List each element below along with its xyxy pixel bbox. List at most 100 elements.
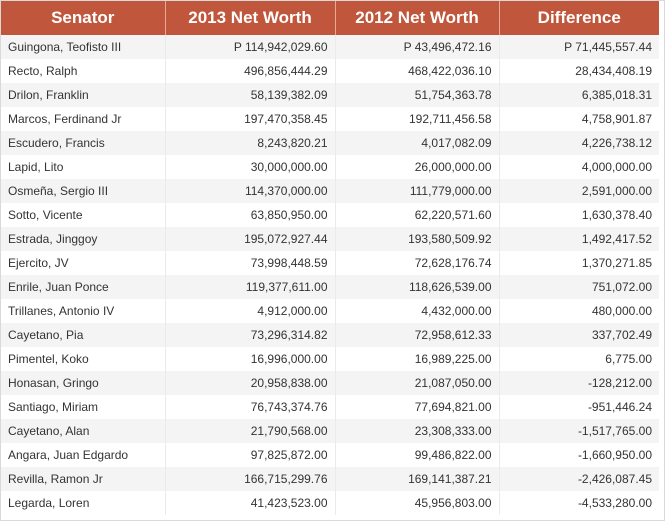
net-worth-2012-cell: 16,989,225.00 <box>335 347 500 371</box>
net-worth-2013-cell: 21,790,568.00 <box>165 419 336 443</box>
table-row: Guingona, Teofisto III P 114,942,029.60 P … <box>1 35 659 59</box>
net-worth-2012-cell: 169,141,387.21 <box>335 467 500 491</box>
table-row: Estrada, Jinggoy 195,072,927.44 193,580,50… <box>1 227 659 251</box>
difference-cell: 6,775.00 <box>499 347 659 371</box>
net-worth-2012-cell: P 43,496,472.16 <box>335 35 500 59</box>
net-worth-2013-cell: P 114,942,029.60 <box>165 35 336 59</box>
net-worth-2013-cell: 97,825,872.00 <box>165 443 336 467</box>
table-row: Recto, Ralph 496,856,444.29 468,422,036.10… <box>1 59 659 83</box>
table-row: Trillanes, Antonio IV 4,912,000.00 4,432,0… <box>1 299 659 323</box>
net-worth-2012-cell: 26,000,000.00 <box>335 155 500 179</box>
table-row: Santiago, Miriam 76,743,374.76 77,694,821.… <box>1 395 659 419</box>
difference-cell: 751,072.00 <box>499 275 659 299</box>
senator-name-cell: Revilla, Ramon Jr <box>1 467 166 491</box>
table-row: Angara, Juan Edgardo 97,825,872.00 99,486,… <box>1 443 659 467</box>
table-row: Marcos, Ferdinand Jr 197,470,358.45 192,71… <box>1 107 659 131</box>
senator-name-cell: Angara, Juan Edgardo <box>1 443 166 467</box>
net-worth-2013-cell: 197,470,358.45 <box>165 107 336 131</box>
senator-name-cell: Santiago, Miriam <box>1 395 166 419</box>
net-worth-2013-cell: 119,377,611.00 <box>165 275 336 299</box>
senator-name-cell: Cayetano, Pia <box>1 323 166 347</box>
net-worth-2012-cell: 111,779,000.00 <box>335 179 500 203</box>
table-row: Escudero, Francis 8,243,820.21 4,017,082.0… <box>1 131 659 155</box>
senator-name-cell: Legarda, Loren <box>1 491 166 515</box>
difference-cell: 1,630,378.40 <box>499 203 659 227</box>
difference-cell: -2,426,087.45 <box>499 467 659 491</box>
senator-net-worth-table: Senator 2013 Net Worth 2012 Net Worth Di… <box>1 1 659 515</box>
table-row: Cayetano, Alan 21,790,568.00 23,308,333.00… <box>1 419 659 443</box>
net-worth-2013-cell: 16,996,000.00 <box>165 347 336 371</box>
net-worth-2012-cell: 468,422,036.10 <box>335 59 500 83</box>
table-row: Revilla, Ramon Jr 166,715,299.76 169,141,3… <box>1 467 659 491</box>
net-worth-2013-cell: 76,743,374.76 <box>165 395 336 419</box>
senator-name-cell: Enrile, Juan Ponce <box>1 275 166 299</box>
difference-cell: 4,758,901.87 <box>499 107 659 131</box>
table-header: Senator 2013 Net Worth 2012 Net Worth Di… <box>1 1 659 35</box>
net-worth-2013-cell: 58,139,382.09 <box>165 83 336 107</box>
net-worth-2012-cell: 23,308,333.00 <box>335 419 500 443</box>
difference-cell: -951,446.24 <box>499 395 659 419</box>
difference-cell: -1,517,765.00 <box>499 419 659 443</box>
net-worth-2013-cell: 73,998,448.59 <box>165 251 336 275</box>
table-row: Pimentel, Koko 16,996,000.00 16,989,225.00… <box>1 347 659 371</box>
table-row: Enrile, Juan Ponce 119,377,611.00 118,626,… <box>1 275 659 299</box>
net-worth-2012-cell: 99,486,822.00 <box>335 443 500 467</box>
difference-cell: 28,434,408.19 <box>499 59 659 83</box>
table-row: Sotto, Vicente 63,850,950.00 62,220,571.60… <box>1 203 659 227</box>
net-worth-2012-cell: 72,958,612.33 <box>335 323 500 347</box>
difference-cell: 6,385,018.31 <box>499 83 659 107</box>
table-row: Drilon, Franklin 58,139,382.09 51,754,363.… <box>1 83 659 107</box>
net-worth-2012-cell: 4,017,082.09 <box>335 131 500 155</box>
difference-cell: P 71,445,557.44 <box>499 35 659 59</box>
difference-cell: 4,000,000.00 <box>499 155 659 179</box>
table-row: Ejercito, JV 73,998,448.59 72,628,176.74 1,… <box>1 251 659 275</box>
difference-cell: 4,226,738.12 <box>499 131 659 155</box>
difference-cell: 2,591,000.00 <box>499 179 659 203</box>
senator-name-cell: Trillanes, Antonio IV <box>1 299 166 323</box>
net-worth-2012-cell: 193,580,509.92 <box>335 227 500 251</box>
senator-name-cell: Recto, Ralph <box>1 59 166 83</box>
header-difference: Difference <box>499 1 659 35</box>
header-senator: Senator <box>1 1 166 35</box>
net-worth-2012-cell: 77,694,821.00 <box>335 395 500 419</box>
net-worth-2013-cell: 4,912,000.00 <box>165 299 336 323</box>
senator-name-cell: Sotto, Vicente <box>1 203 166 227</box>
difference-cell: -1,660,950.00 <box>499 443 659 467</box>
table-row: Honasan, Gringo 20,958,838.00 21,087,050.0… <box>1 371 659 395</box>
difference-cell: -128,212.00 <box>499 371 659 395</box>
net-worth-2013-cell: 63,850,950.00 <box>165 203 336 227</box>
difference-cell: -4,533,280.00 <box>499 491 659 515</box>
senator-name-cell: Pimentel, Koko <box>1 347 166 371</box>
net-worth-2013-cell: 73,296,314.82 <box>165 323 336 347</box>
senator-name-cell: Estrada, Jinggoy <box>1 227 166 251</box>
difference-cell: 1,370,271.85 <box>499 251 659 275</box>
net-worth-2013-cell: 8,243,820.21 <box>165 131 336 155</box>
difference-cell: 1,492,417.52 <box>499 227 659 251</box>
senator-name-cell: Osmeña, Sergio III <box>1 179 166 203</box>
net-worth-2012-cell: 4,432,000.00 <box>335 299 500 323</box>
net-worth-2012-cell: 72,628,176.74 <box>335 251 500 275</box>
net-worth-2013-cell: 41,423,523.00 <box>165 491 336 515</box>
header-2013-net-worth: 2013 Net Worth <box>165 1 336 35</box>
net-worth-2012-cell: 62,220,571.60 <box>335 203 500 227</box>
senator-name-cell: Guingona, Teofisto III <box>1 35 166 59</box>
net-worth-2012-cell: 51,754,363.78 <box>335 83 500 107</box>
net-worth-2013-cell: 166,715,299.76 <box>165 467 336 491</box>
net-worth-2012-cell: 118,626,539.00 <box>335 275 500 299</box>
net-worth-2013-cell: 30,000,000.00 <box>165 155 336 179</box>
senator-name-cell: Escudero, Francis <box>1 131 166 155</box>
difference-cell: 480,000.00 <box>499 299 659 323</box>
header-row: Senator 2013 Net Worth 2012 Net Worth Di… <box>1 1 659 35</box>
net-worth-2013-cell: 195,072,927.44 <box>165 227 336 251</box>
net-worth-2013-cell: 496,856,444.29 <box>165 59 336 83</box>
difference-cell: 337,702.49 <box>499 323 659 347</box>
net-worth-2012-cell: 21,087,050.00 <box>335 371 500 395</box>
senator-name-cell: Cayetano, Alan <box>1 419 166 443</box>
net-worth-2013-cell: 114,370,000.00 <box>165 179 336 203</box>
senator-name-cell: Lapid, Lito <box>1 155 166 179</box>
senator-name-cell: Marcos, Ferdinand Jr <box>1 107 166 131</box>
net-worth-2012-cell: 192,711,456.58 <box>335 107 500 131</box>
net-worth-2013-cell: 20,958,838.00 <box>165 371 336 395</box>
senator-name-cell: Drilon, Franklin <box>1 83 166 107</box>
